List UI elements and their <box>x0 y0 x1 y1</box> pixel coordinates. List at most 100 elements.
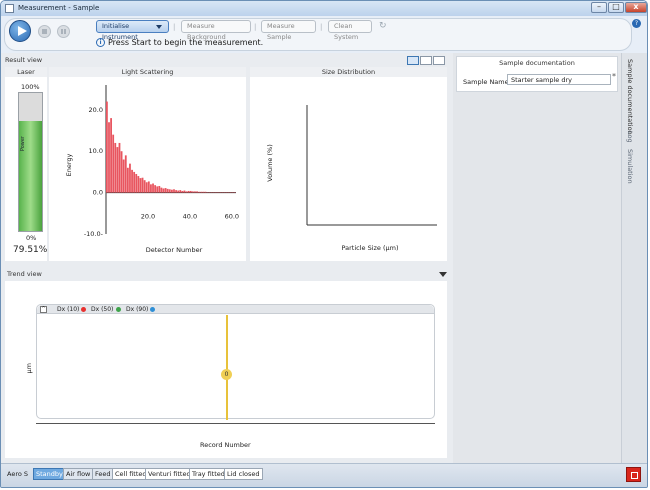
view-mode-buttons <box>407 56 447 65</box>
step-separator: | <box>254 23 257 31</box>
current-record-line <box>226 315 228 420</box>
sd-y-axis-label: Volume (%) <box>266 144 274 182</box>
ls-bar <box>150 184 152 193</box>
tab-sample-documentation[interactable]: Sample documentation <box>626 59 634 135</box>
trend-panel: ^ Dx (10) Dx (50) Dx (90) µm Record Numb… <box>5 281 447 458</box>
ls-bar <box>143 180 146 193</box>
status-bar: Aero S Standby Air flow Feed Cell fitted… <box>1 463 647 487</box>
ls-bar <box>135 173 138 193</box>
light-scattering-title: Light Scattering <box>49 67 246 77</box>
ls-bar <box>145 182 148 193</box>
status-cell-fitted: Cell fitted <box>112 468 150 480</box>
chevron-down-icon <box>156 25 162 29</box>
size-distribution-title: Size Distribution <box>250 67 447 77</box>
laser-panel: Laser 100% Power 0% 79.51% <box>5 67 47 261</box>
view-bars-icon[interactable] <box>407 56 419 65</box>
ls-bar <box>160 187 163 193</box>
ls-bar <box>129 163 131 193</box>
ls-y-tick-label: 0.0 <box>93 189 103 197</box>
ls-bar <box>158 185 161 193</box>
close-button[interactable]: x <box>625 2 647 13</box>
step-initialise-instrument[interactable]: Initialise Instrument <box>96 20 169 41</box>
start-button[interactable] <box>9 20 31 42</box>
ls-x-tick-label: 60.0 <box>225 213 239 221</box>
ls-bar <box>171 189 173 193</box>
sidebar-panel <box>453 53 621 463</box>
stop-button[interactable] <box>38 25 51 38</box>
sample-name-label: Sample Name <box>463 78 509 86</box>
step-clean-system[interactable]: Clean System <box>328 20 372 41</box>
trend-x-axis <box>36 423 435 424</box>
laser-power-axis-label: Power <box>20 136 26 152</box>
laser-power-bar: Power <box>18 92 43 232</box>
help-icon[interactable]: ? <box>632 19 641 28</box>
ls-bar <box>181 190 184 193</box>
ls-bar <box>175 190 177 193</box>
maximize-button[interactable]: □ <box>608 2 624 13</box>
tab-simulation[interactable]: Simulation <box>626 149 634 184</box>
ls-bar <box>118 142 121 193</box>
window-title: Measurement - Sample <box>18 4 100 12</box>
status-tray-fitted: Tray fitted <box>189 468 228 480</box>
minimize-button[interactable]: – <box>591 2 607 13</box>
laser-power-fill <box>19 121 42 231</box>
record-number-marker[interactable]: 0 <box>221 369 232 380</box>
tab-log[interactable]: Log <box>626 131 634 143</box>
size-distribution-panel: Size Distribution Particle Size (µm) Volu… <box>250 67 447 261</box>
ls-bar <box>131 169 133 193</box>
ls-bar <box>156 186 159 193</box>
ls-bar <box>106 101 108 193</box>
step-measure-background[interactable]: Measure Background <box>181 20 251 41</box>
step-initialise-label: Initialise Instrument <box>102 22 138 41</box>
info-icon: i <box>96 38 105 47</box>
ls-bar <box>198 191 201 193</box>
laser-min-label: 0% <box>26 234 37 242</box>
ls-y-tick-label: 10.0 <box>89 147 103 155</box>
legend-dx10-dot <box>81 307 86 312</box>
trend-legend: ^ Dx (10) Dx (50) Dx (90) <box>37 305 434 314</box>
ls-x-axis-label: Detector Number <box>146 246 203 254</box>
ls-bar <box>191 191 194 193</box>
refresh-icon[interactable]: ↻ <box>379 21 387 31</box>
ls-bar <box>189 190 192 193</box>
ls-bar <box>147 181 150 193</box>
sample-name-input[interactable]: Starter sample dry <box>507 74 611 85</box>
light-scattering-chart: -10.0- 0.0 10.0 20.0 20.0 40.0 60.0 Detector Nu… <box>65 85 239 254</box>
ls-bar <box>124 155 127 193</box>
ls-bar <box>196 191 198 193</box>
title-bar: Measurement - Sample – □ x <box>1 1 647 16</box>
laser-max-label: 100% <box>21 83 40 91</box>
light-scattering-panel: Light Scattering -10.0- 0.0 10.0 20.0 20.0 40… <box>49 67 246 261</box>
view-curve-icon[interactable] <box>433 56 445 65</box>
ls-bar <box>114 142 117 193</box>
ls-bar <box>122 159 125 193</box>
ls-bar <box>116 147 119 193</box>
expand-legend-icon[interactable]: ^ <box>40 306 47 313</box>
ls-y-tick-label: -10.0- <box>84 230 104 238</box>
ls-bar <box>185 191 188 193</box>
size-distribution-chart: Particle Size (µm) Volume (%) <box>266 105 437 252</box>
pause-button[interactable] <box>57 25 70 38</box>
ls-bar <box>177 190 180 193</box>
step-separator: | <box>173 23 176 31</box>
ls-x-tick-label: 40.0 <box>183 213 197 221</box>
collapse-trend-icon[interactable] <box>439 272 447 277</box>
emergency-stop-icon[interactable] <box>626 467 641 482</box>
ls-bar <box>141 177 144 193</box>
trend-x-axis-label: Record Number <box>200 441 251 449</box>
sample-documentation-panel: Sample documentation Sample Name Starter… <box>456 56 618 92</box>
view-histogram-icon[interactable] <box>420 56 432 65</box>
ls-bar <box>108 122 110 193</box>
legend-dx90-label: Dx (90) <box>126 306 149 313</box>
status-venturi-fitted: Venturi fitted <box>145 468 194 480</box>
ls-bar <box>154 185 157 193</box>
ls-bar <box>183 190 186 193</box>
ls-bar <box>139 178 142 193</box>
main-area: Result view Laser 100% Power 0% 79.51% L… <box>1 53 453 463</box>
laser-power-value: 79.51% <box>13 245 48 255</box>
ls-bar <box>168 189 171 193</box>
ls-x-tick-label: 20.0 <box>141 213 155 221</box>
status-message: Press Start to begin the measurement. <box>108 38 264 47</box>
step-measure-sample[interactable]: Measure Sample <box>261 20 316 41</box>
step-separator: | <box>320 23 323 31</box>
